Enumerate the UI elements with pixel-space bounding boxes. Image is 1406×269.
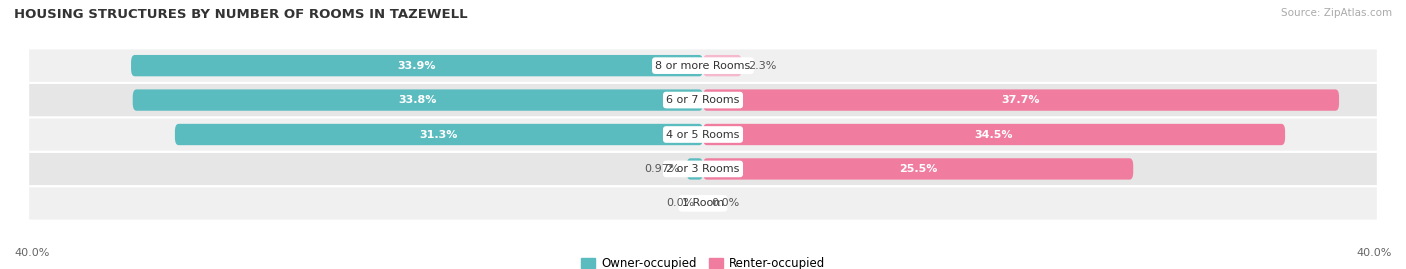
Text: 2.3%: 2.3% [748,61,778,71]
FancyBboxPatch shape [28,83,1378,117]
FancyBboxPatch shape [28,48,1378,83]
FancyBboxPatch shape [174,124,703,145]
Text: 31.3%: 31.3% [420,129,458,140]
Text: 8 or more Rooms: 8 or more Rooms [655,61,751,71]
FancyBboxPatch shape [131,55,703,76]
FancyBboxPatch shape [28,186,1378,221]
FancyBboxPatch shape [703,55,742,76]
Text: 33.9%: 33.9% [398,61,436,71]
Text: 40.0%: 40.0% [1357,248,1392,258]
Text: 4 or 5 Rooms: 4 or 5 Rooms [666,129,740,140]
FancyBboxPatch shape [703,124,1285,145]
FancyBboxPatch shape [28,152,1378,186]
Text: 0.0%: 0.0% [666,198,695,208]
Text: 37.7%: 37.7% [1002,95,1040,105]
Text: 34.5%: 34.5% [974,129,1014,140]
FancyBboxPatch shape [703,89,1339,111]
Text: 25.5%: 25.5% [898,164,938,174]
Text: 1 Room: 1 Room [682,198,724,208]
FancyBboxPatch shape [132,89,703,111]
Text: 6 or 7 Rooms: 6 or 7 Rooms [666,95,740,105]
Text: 2 or 3 Rooms: 2 or 3 Rooms [666,164,740,174]
FancyBboxPatch shape [703,158,1133,180]
Text: 40.0%: 40.0% [14,248,49,258]
FancyBboxPatch shape [686,158,703,180]
Text: HOUSING STRUCTURES BY NUMBER OF ROOMS IN TAZEWELL: HOUSING STRUCTURES BY NUMBER OF ROOMS IN… [14,8,468,21]
Text: 0.97%: 0.97% [644,164,681,174]
Text: 0.0%: 0.0% [711,198,740,208]
Text: Source: ZipAtlas.com: Source: ZipAtlas.com [1281,8,1392,18]
Text: 33.8%: 33.8% [399,95,437,105]
FancyBboxPatch shape [28,117,1378,152]
Legend: Owner-occupied, Renter-occupied: Owner-occupied, Renter-occupied [576,253,830,269]
